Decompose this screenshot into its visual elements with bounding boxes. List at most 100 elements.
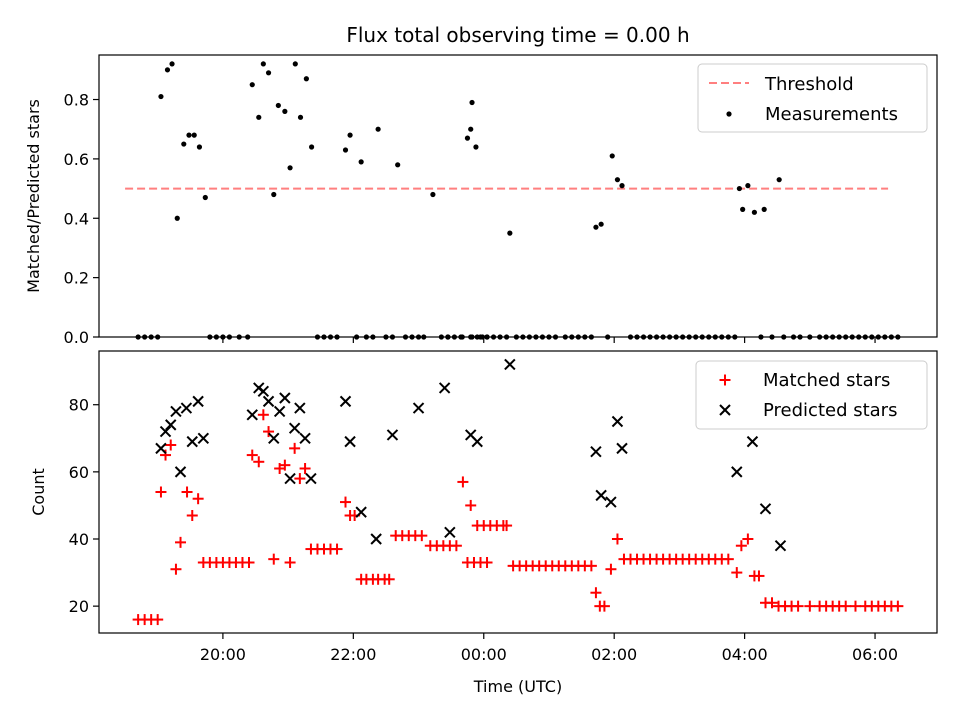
matched-star-point (450, 540, 462, 552)
matched-star-point (268, 553, 280, 565)
measurement-point (588, 334, 594, 340)
matched-star-point (186, 510, 198, 521)
measurement-point (395, 162, 401, 168)
matched-star-point (481, 557, 493, 568)
measurement-point (409, 334, 415, 340)
legend-predicted-label: Predicted stars (763, 400, 897, 421)
measurement-point (605, 334, 611, 340)
predicted-star-point (504, 358, 516, 371)
matched-star-point (501, 520, 513, 532)
matched-star-point (605, 563, 617, 575)
measurement-point (142, 334, 148, 340)
predicted-star-point (174, 466, 187, 478)
measurement-point (712, 334, 718, 340)
measurement-point (226, 334, 233, 340)
predicted-star-point (370, 533, 382, 545)
matched-star-point (299, 463, 311, 474)
predicted-star-point (299, 432, 311, 444)
legend-predicted-marker (719, 404, 731, 416)
predicted-star-point (590, 446, 602, 458)
measurement-point (614, 177, 621, 183)
y-tick-label: 60 (69, 463, 89, 482)
measurement-point (776, 177, 782, 183)
predicted-star-point (155, 442, 167, 455)
predicted-star-point (197, 432, 210, 444)
x-axis-label: Time (UTC) (473, 677, 562, 696)
predicted-star-point (339, 395, 352, 408)
measurement-point (445, 334, 451, 340)
predicted-star-point (444, 526, 456, 538)
measurement-point (745, 183, 751, 189)
measurement-point (598, 221, 604, 227)
legend-measurements-swatch (726, 111, 732, 117)
predicted-star-point (605, 496, 617, 508)
predicted-star-point (192, 395, 204, 408)
measurement-point (758, 334, 764, 340)
predicted-star-point (268, 432, 280, 444)
measurement-point (334, 334, 340, 340)
measurement-point (843, 334, 849, 340)
measurement-point (265, 70, 272, 76)
measurement-point (207, 334, 213, 340)
measurement-point (303, 76, 309, 82)
measurement-point (402, 334, 409, 340)
measurement-point (533, 334, 539, 340)
matched-star-point (611, 533, 623, 545)
predicted-star-point (279, 392, 291, 404)
measurement-point (513, 334, 519, 340)
y-tick-label: 20 (69, 597, 89, 616)
measurement-point (569, 334, 575, 340)
matched-star-point (257, 409, 269, 421)
predicted-star-point (257, 385, 270, 397)
measurement-point (484, 334, 490, 340)
y-tick-label: 0.4 (64, 209, 89, 228)
measurement-point (706, 334, 712, 340)
measurement-point (158, 93, 164, 100)
measurement-point (383, 334, 389, 340)
measurement-points (135, 61, 901, 340)
measurement-point (634, 334, 640, 340)
predicted-star-point (284, 472, 296, 485)
matched-star-point (165, 439, 177, 451)
matched-star-point (331, 543, 343, 555)
measurement-point (888, 334, 894, 340)
predicted-star-point (774, 540, 787, 552)
measurement-point (169, 61, 175, 67)
matched-stars-points (132, 409, 904, 626)
predicted-star-point (186, 435, 198, 448)
legend-threshold-label: Threshold (764, 74, 854, 95)
predicted-star-point (746, 435, 759, 448)
predicted-star-point (305, 472, 317, 485)
measurement-point (751, 209, 758, 215)
top-x-ticks (222, 337, 876, 343)
legend-matched-marker (719, 374, 731, 386)
predicted-star-point (180, 402, 193, 414)
top-legend-box (697, 63, 928, 133)
measurement-point (520, 334, 526, 340)
bottom-x-ticks: 20:00 22:00 00:00 02:00 04:00 06:00 (200, 633, 898, 664)
predicted-star-point (616, 442, 628, 455)
measurement-point (490, 334, 497, 340)
measurement-point (627, 334, 634, 340)
measurement-point (882, 334, 888, 340)
measurement-point (271, 191, 277, 198)
measurement-point (297, 114, 304, 120)
bottom-legend: Matched stars Predicted stars (695, 360, 928, 430)
figure-title: Flux total observing time = 0.00 h (346, 23, 689, 47)
measurement-point (660, 334, 666, 340)
measurement-point (415, 334, 422, 340)
matched-star-point (253, 456, 265, 468)
measurement-point (823, 334, 829, 340)
measurement-point (342, 147, 349, 153)
measurement-point (526, 334, 533, 340)
measurement-point (699, 334, 705, 340)
y-tick-label: 0.6 (64, 150, 89, 169)
measurement-point (790, 334, 797, 340)
matched-star-point (383, 573, 395, 585)
measurement-point (769, 334, 775, 340)
measurement-point (181, 141, 187, 147)
top-y-axis-label: Matched/Predicted stars (24, 99, 43, 293)
matched-star-point (840, 600, 852, 612)
measurement-point (539, 334, 546, 340)
